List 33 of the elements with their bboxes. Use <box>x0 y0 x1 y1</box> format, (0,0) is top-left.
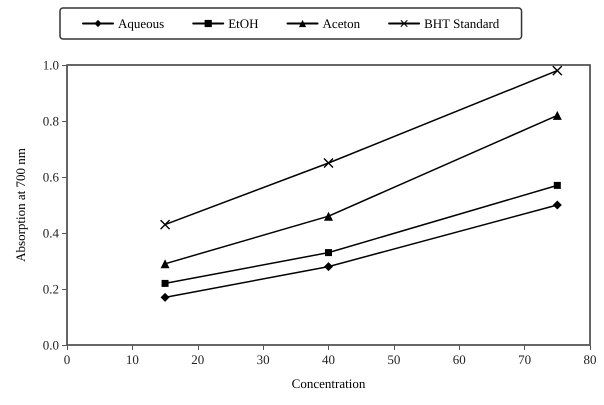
legend-label: Aceton <box>322 16 361 31</box>
point <box>160 292 170 302</box>
legend-label: Aqueous <box>118 16 164 31</box>
x-tick-label: 60 <box>452 352 466 367</box>
x-tick-label: 0 <box>64 352 70 367</box>
y-tick-label: 0.4 <box>42 226 60 240</box>
point <box>162 280 169 287</box>
point <box>552 110 562 120</box>
y-tick-label: 0.6 <box>42 170 60 184</box>
point <box>160 220 170 230</box>
y-tick-label: 1.0 <box>42 58 59 72</box>
x-tick-label: 40 <box>322 352 335 367</box>
point <box>324 262 333 272</box>
x-tick-label: 10 <box>126 352 139 367</box>
legend-label: EtOH <box>228 16 259 31</box>
point <box>552 66 562 76</box>
x-tick-label: 30 <box>256 352 270 367</box>
x-tick-label: 50 <box>387 352 400 367</box>
x-tick-label: 80 <box>584 352 596 367</box>
point <box>160 259 170 268</box>
y-tick-label: 0.0 <box>42 338 59 352</box>
point <box>325 249 332 256</box>
point <box>324 158 334 168</box>
y-tick-label: 0.8 <box>42 114 59 128</box>
x-tick-label: 70 <box>518 352 532 367</box>
x-axis-title: Concentration <box>292 376 366 391</box>
x-tick-label: 20 <box>191 352 204 367</box>
y-tick-label: 0.2 <box>42 282 59 296</box>
point <box>324 212 333 221</box>
point <box>552 200 562 210</box>
legend-label: BHT Standard <box>424 16 500 31</box>
point <box>554 182 561 189</box>
y-axis-title: Absorption at 700 nm <box>13 148 28 262</box>
